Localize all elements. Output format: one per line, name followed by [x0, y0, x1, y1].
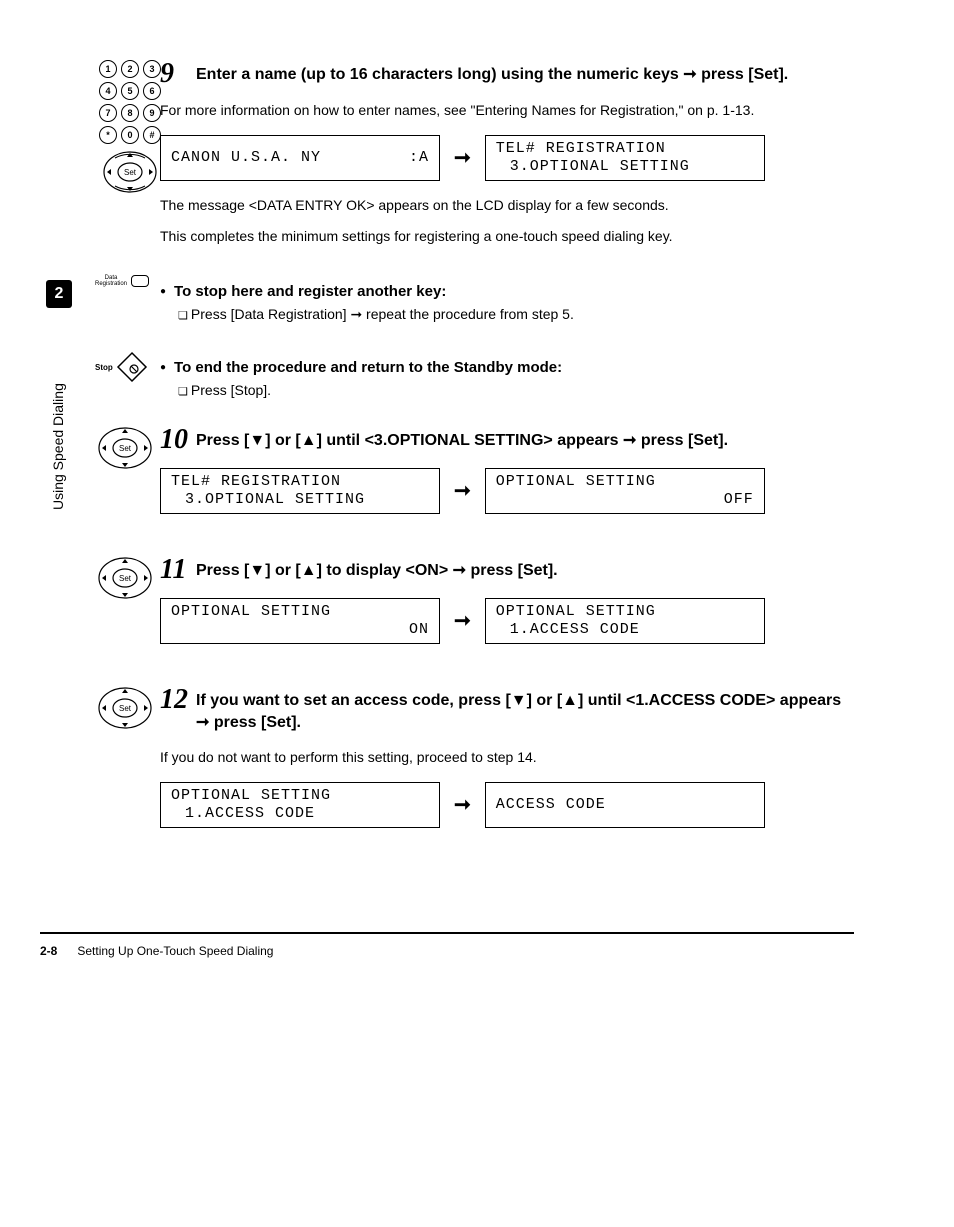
arrow-icon: ➞ [454, 606, 471, 636]
lcd-display: OPTIONAL SETTING ON [160, 598, 440, 644]
keypad-key: 7 [99, 104, 117, 122]
svg-text:Set: Set [119, 704, 132, 713]
sub-heading: To end the procedure and return to the S… [160, 359, 854, 376]
keypad-key: # [143, 126, 161, 144]
keypad-key: 4 [99, 82, 117, 100]
keypad-key: 6 [143, 82, 161, 100]
arrow-icon: ➞ [454, 143, 471, 173]
step-9: 123456789*0# Set 9 Ent [40, 60, 854, 247]
keypad-key: 8 [121, 104, 139, 122]
chapter-title: Using Speed Dialing [50, 383, 66, 510]
nav-set-icon: Set [102, 150, 158, 194]
sub-body: Press [Data Registration] ➞ repeat the p… [178, 306, 854, 323]
chapter-tab: 2 Using Speed Dialing [40, 280, 74, 510]
lcd-display: OPTIONAL SETTING 1.ACCESS CODE [485, 598, 765, 644]
arrow-icon: ➞ [454, 790, 471, 820]
step-number: 11 [160, 556, 188, 584]
lcd-display: OPTIONAL SETTING OFF [485, 468, 765, 514]
step-number: 12 [160, 686, 188, 714]
keypad-key: 5 [121, 82, 139, 100]
step-12: Set 12 If you want to set an access code… [40, 686, 854, 842]
sub-heading: To stop here and register another key: [160, 283, 854, 300]
step-title: If you want to set an access code, press… [196, 686, 854, 735]
step-after-text: This completes the minimum settings for … [160, 226, 854, 247]
numeric-keypad-icon: 123 456 789 *0# Set [95, 60, 165, 194]
stop-button-icon: Stop [95, 351, 160, 383]
step-after-text: The message <DATA ENTRY OK> appears on t… [160, 195, 854, 216]
lcd-row: OPTIONAL SETTING 1.ACCESS CODE ➞ ACCESS … [160, 782, 854, 828]
page-footer: 2-8 Setting Up One-Touch Speed Dialing [40, 932, 854, 958]
lcd-display: TEL# REGISTRATION 3.OPTIONAL SETTING [485, 135, 765, 181]
substep-end: Stop To end the procedure and return to … [40, 351, 854, 398]
lcd-display: TEL# REGISTRATION 3.OPTIONAL SETTING [160, 468, 440, 514]
step-number: 10 [160, 426, 188, 454]
lcd-display: CANON U.S.A. NY :A [160, 135, 440, 181]
chapter-number: 2 [46, 280, 72, 308]
sub-body: Press [Stop]. [178, 382, 854, 398]
keypad-key: 1 [99, 60, 117, 78]
nav-set-icon: Set [97, 556, 153, 600]
keypad-key: * [99, 126, 117, 144]
step-title: Enter a name (up to 16 characters long) … [196, 60, 788, 86]
lcd-row: CANON U.S.A. NY :A ➞ TEL# REGISTRATION 3… [160, 135, 854, 181]
keypad-key: 0 [121, 126, 139, 144]
svg-text:Set: Set [119, 574, 132, 583]
nav-set-icon: Set [97, 686, 153, 730]
step-11: Set 11 Press [▼] or [▲] to display <ON> … [40, 556, 854, 658]
step-body-text: If you do not want to perform this setti… [160, 747, 854, 768]
step-title: Press [▼] or [▲] to display <ON> ➞ press… [196, 556, 558, 582]
keypad-key: 9 [143, 104, 161, 122]
lcd-row: TEL# REGISTRATION 3.OPTIONAL SETTING ➞ O… [160, 468, 854, 514]
svg-text:Set: Set [124, 168, 137, 177]
nav-set-icon: Set [97, 426, 153, 470]
keypad-key: 2 [121, 60, 139, 78]
page-number: 2-8 [40, 944, 57, 958]
step-body-text: For more information on how to enter nam… [160, 100, 854, 121]
svg-text:Set: Set [119, 444, 132, 453]
step-title: Press [▼] or [▲] until <3.OPTIONAL SETTI… [196, 426, 728, 452]
step-number: 9 [160, 60, 188, 88]
substep-stop-here: DataRegistration To stop here and regist… [40, 275, 854, 323]
lcd-display: OPTIONAL SETTING 1.ACCESS CODE [160, 782, 440, 828]
footer-title: Setting Up One-Touch Speed Dialing [77, 944, 273, 958]
lcd-display: ACCESS CODE [485, 782, 765, 828]
step-10: Set 10 Press [▼] or [▲] until <3.OPTIONA… [40, 426, 854, 528]
arrow-icon: ➞ [454, 476, 471, 506]
keypad-key: 3 [143, 60, 161, 78]
lcd-row: OPTIONAL SETTING ON ➞ OPTIONAL SETTING 1… [160, 598, 854, 644]
data-registration-icon: DataRegistration [95, 275, 160, 287]
